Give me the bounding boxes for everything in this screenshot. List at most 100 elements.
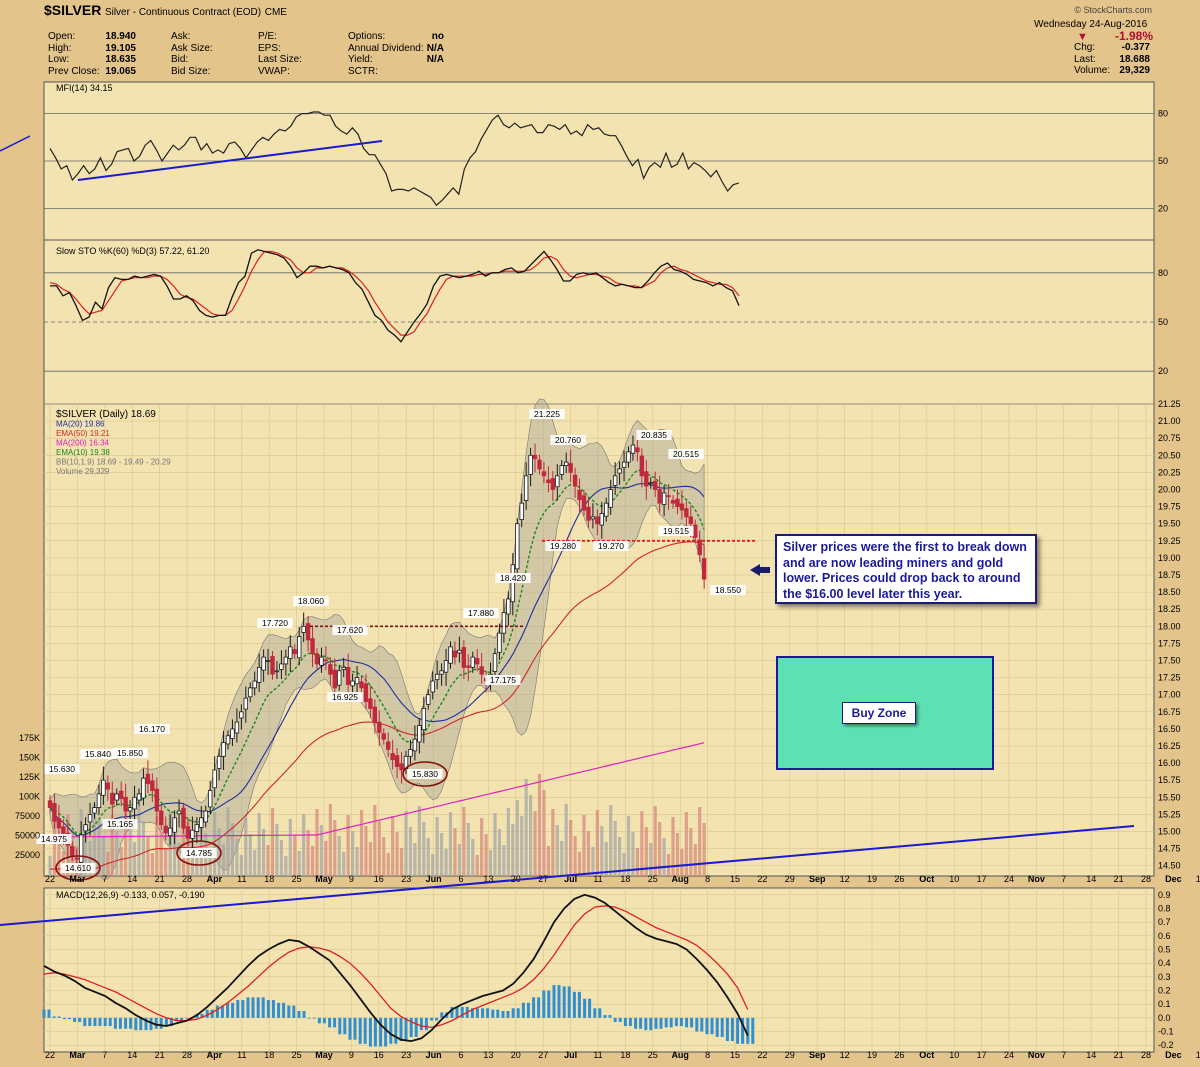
- macd-histogram-bar: [470, 1008, 474, 1018]
- x-tick-label: Apr: [207, 874, 223, 884]
- volume-bar: [529, 795, 533, 876]
- pivot-label-bg: [112, 748, 148, 758]
- candle-body: [670, 500, 676, 504]
- x-tick-label: Mar: [69, 1050, 86, 1060]
- macd-histogram-bar: [236, 1000, 240, 1018]
- macd-histogram-bar: [419, 1017, 423, 1031]
- x-tick-label: 19: [867, 1050, 877, 1060]
- macd-histogram-bar: [715, 1017, 719, 1037]
- candle-body: [176, 810, 182, 815]
- x-tick-label: 10: [949, 874, 959, 884]
- candle-body: [172, 817, 177, 833]
- pivot-label: 15.830: [412, 769, 438, 779]
- candle-body: [270, 656, 275, 675]
- candle-body: [666, 495, 671, 498]
- candle-body: [626, 451, 631, 463]
- x-tick-label: 22: [757, 1050, 767, 1060]
- macd-histogram-bar: [118, 1017, 122, 1029]
- field-label-mid3-3: SCTR:: [348, 65, 378, 77]
- macd-histogram-bar: [705, 1017, 709, 1035]
- volume-bar: [613, 821, 617, 876]
- macd-histogram-bar: [623, 1017, 627, 1027]
- candle-body: [323, 659, 329, 662]
- volume-bar: [373, 805, 377, 876]
- macd-histogram-bar: [333, 1017, 337, 1028]
- sto-y-tick: 20: [1158, 366, 1168, 376]
- volume-bar: [582, 815, 586, 876]
- macd-histogram-bar: [736, 1017, 740, 1044]
- macd-histogram-bar: [124, 1017, 128, 1029]
- x-tick-label: 22: [45, 874, 55, 884]
- pivot-label-bg: [80, 749, 116, 759]
- candle-body: [61, 826, 66, 834]
- circled-low: [402, 761, 448, 787]
- mfi-y-tick: 20: [1158, 203, 1168, 213]
- candle-body: [292, 649, 297, 655]
- x-tick-label: 7: [102, 1050, 107, 1060]
- macd-histogram-bar: [261, 997, 265, 1018]
- candle-body: [83, 824, 88, 832]
- pivot-label-bg: [636, 430, 672, 440]
- pivot-label-bg: [332, 625, 368, 635]
- macd-histogram-bar: [328, 1017, 332, 1028]
- volume-bar: [217, 828, 221, 876]
- candle-body: [56, 818, 62, 829]
- macd-histogram-bar: [414, 1017, 418, 1037]
- x-tick-label: 9: [349, 874, 354, 884]
- x-tick-label: 7: [102, 874, 107, 884]
- pivot-label: 15.850: [117, 748, 143, 758]
- candle-body: [212, 769, 217, 789]
- candle-body: [243, 697, 248, 710]
- price-y-tick: 18.25: [1158, 604, 1181, 614]
- instrument-name: Silver - Continuous Contract (EOD): [104, 7, 262, 18]
- macd-y-tick: 0.9: [1158, 890, 1171, 900]
- candle-body: [127, 807, 133, 812]
- volume-bar: [542, 790, 546, 876]
- volume-bar: [448, 812, 453, 876]
- candle-body: [639, 455, 645, 477]
- pivot-label-bg: [593, 541, 629, 551]
- macd-histogram-bar: [129, 1017, 133, 1029]
- volume-bar: [173, 827, 177, 876]
- x-tick-label: 25: [292, 874, 302, 884]
- x-tick-label: 10: [949, 1050, 959, 1060]
- candle-body: [381, 733, 386, 740]
- pivot-label-bg: [407, 769, 443, 779]
- volume-y-tick: 175K: [19, 733, 40, 743]
- volume-bar: [631, 832, 635, 876]
- macd-histogram-bar: [251, 997, 255, 1018]
- macd-histogram-bar: [379, 1017, 383, 1047]
- volume-bar: [315, 809, 319, 876]
- macd-histogram-bar: [588, 998, 592, 1018]
- candle-body: [252, 680, 257, 689]
- volume-bar: [640, 811, 644, 876]
- volume-bar: [395, 832, 399, 876]
- x-tick-label: 14: [127, 1050, 137, 1060]
- price-y-tick: 17.25: [1158, 673, 1181, 683]
- macd-histogram-bar: [654, 1017, 658, 1029]
- x-tick-label: 11: [237, 874, 246, 884]
- candle-body: [421, 708, 426, 731]
- macd-histogram-bar: [710, 1017, 714, 1035]
- volume-bar: [355, 847, 359, 876]
- volume-bar: [444, 849, 448, 876]
- macd-histogram-bar: [690, 1017, 694, 1028]
- macd-histogram-bar: [618, 1017, 622, 1022]
- x-tick-label: Nov: [1028, 1050, 1045, 1060]
- volume-y-tick: 25000: [15, 850, 40, 860]
- volume-bar: [471, 839, 475, 876]
- candle-body: [239, 711, 244, 719]
- price-chart: 15.630 15.840 15.850 16.170 15.165 14.975 14.6…: [36, 398, 770, 881]
- macd-histogram-bar: [169, 1017, 173, 1027]
- candle-body: [194, 824, 200, 832]
- edge-trendline: [0, 135, 31, 152]
- volume-bar: [537, 774, 542, 876]
- macd-histogram-bar: [634, 1017, 638, 1029]
- field-label-mid1-0: Ask:: [171, 31, 191, 42]
- volume-bar: [622, 853, 626, 876]
- macd-histogram-bar: [674, 1017, 678, 1027]
- x-tick-label: 14: [1086, 1050, 1096, 1060]
- volume-y-tick: 125K: [19, 772, 40, 782]
- macd-histogram-bar: [562, 986, 566, 1018]
- candle-body: [443, 660, 449, 673]
